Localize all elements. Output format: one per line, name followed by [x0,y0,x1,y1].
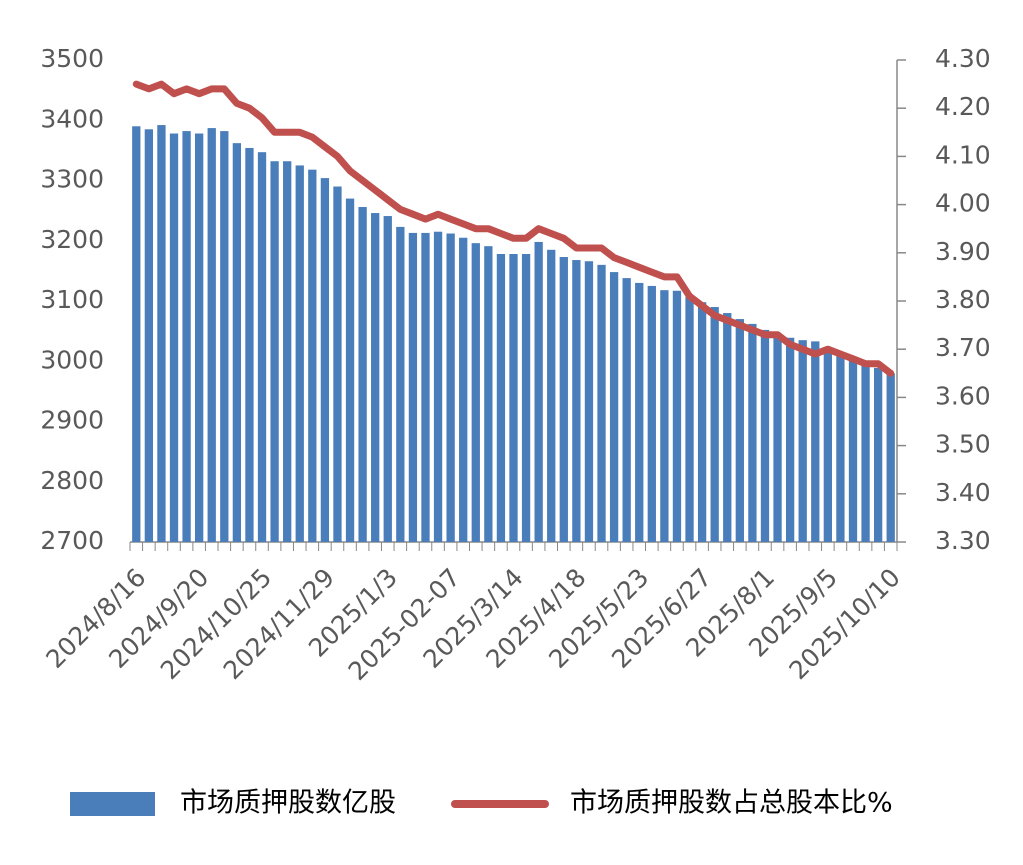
legend-label: 市场质押股数亿股 [180,788,396,819]
bar [371,213,380,542]
bar [559,257,568,542]
bar [144,129,154,542]
bar [232,143,242,542]
bar [295,165,304,542]
bar [660,290,669,542]
bar [534,241,543,542]
bar [408,232,418,543]
bar [383,216,392,543]
y-tick-label: 3300 [40,165,104,194]
bar [647,285,656,542]
y-tick-label: 2900 [40,406,104,435]
y2-tick-label: 3.70 [935,333,991,362]
y2-tick-label: 3.80 [935,285,991,314]
bar [723,313,732,542]
bar [823,350,832,542]
bar [446,233,455,542]
bar [521,254,531,542]
bar [169,133,179,542]
bar [609,272,619,542]
bar [182,131,191,542]
bar [496,254,506,542]
bar [735,319,744,542]
bar [157,125,166,542]
bar [345,198,355,542]
y-tick-label: 3200 [40,225,104,254]
y2-tick-label: 4.20 [935,92,991,121]
bar [697,302,707,542]
bar [257,152,267,542]
bar [270,161,279,542]
bar [308,169,317,542]
bar [622,278,631,542]
bar [685,296,694,542]
bar [597,264,606,542]
y-tick-label: 3100 [40,285,104,314]
y2-tick-label: 3.50 [935,430,991,459]
bar [433,231,443,542]
y2-tick-label: 3.30 [935,526,991,555]
bar [320,178,330,542]
legend-label: 市场质押股数占总股本比% [570,788,893,819]
bar [484,246,493,543]
y-tick-label: 3000 [40,345,104,374]
y-tick-label: 3500 [40,44,104,73]
bar [509,254,518,542]
bar [836,355,845,542]
y2-tick-label: 3.90 [935,237,991,266]
bar [283,161,292,542]
y-tick-label: 2700 [40,526,104,555]
line [132,80,895,377]
y2-tick-label: 4.10 [935,140,991,169]
bar [672,290,682,542]
bar [748,323,757,542]
bar [396,226,405,542]
y2-tick-label: 4.00 [935,189,991,218]
bar [471,243,480,542]
bar [132,126,141,543]
bar [333,186,342,542]
bar [848,360,858,542]
y2-tick-label: 3.40 [935,478,991,507]
bar [245,147,254,542]
bar [358,207,367,542]
bar [873,367,883,542]
bar [798,340,807,542]
bar [421,232,430,543]
bar [861,364,870,542]
bar [584,261,594,542]
bar [785,337,795,542]
bar [811,341,820,542]
y-tick-label: 3400 [40,104,104,133]
y2-tick-label: 3.60 [935,381,991,410]
y2-tick-label: 4.30 [935,44,991,73]
bar [220,131,229,542]
bar [459,237,468,543]
bar [207,128,216,542]
bar [547,249,556,542]
bar [773,334,782,542]
legend-swatch-bar [70,792,155,816]
bar [760,329,770,542]
bar [886,373,895,542]
bar [195,133,204,542]
bar [710,307,719,542]
bar [635,282,644,542]
y-tick-label: 2800 [40,466,104,495]
bar [572,260,581,542]
